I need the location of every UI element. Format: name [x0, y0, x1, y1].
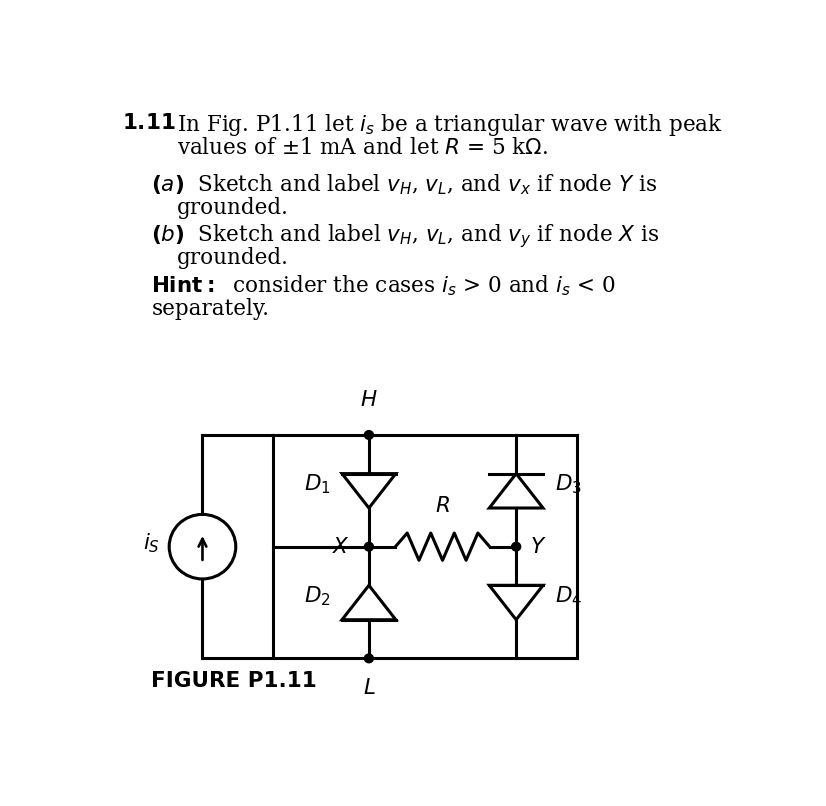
Text: $L$: $L$ — [363, 677, 375, 699]
Circle shape — [364, 430, 373, 439]
Text: grounded.: grounded. — [177, 197, 289, 219]
Text: values of $\pm$1 mA and let $R$ = 5 k$\Omega$.: values of $\pm$1 mA and let $R$ = 5 k$\O… — [177, 137, 548, 159]
Text: In Fig. P1.11 let $i_s$ be a triangular wave with peak: In Fig. P1.11 let $i_s$ be a triangular … — [177, 112, 723, 139]
Text: $\mathbf{1.11}$: $\mathbf{1.11}$ — [122, 112, 176, 135]
Text: $\mathbf{(\mathit{b})}$  Sketch and label $v_H$, $v_L$, and $v_y$ if node $X$ is: $\mathbf{(\mathit{b})}$ Sketch and label… — [151, 222, 659, 250]
Circle shape — [364, 542, 373, 551]
Text: $X$: $X$ — [332, 536, 349, 558]
Text: $\mathbf{Hint:}$  consider the cases $i_s$ > 0 and $i_s$ < 0: $\mathbf{Hint:}$ consider the cases $i_s… — [151, 273, 616, 297]
Text: $Y$: $Y$ — [530, 536, 547, 558]
Circle shape — [511, 542, 520, 551]
Text: $i_S$: $i_S$ — [143, 532, 159, 555]
Text: $H$: $H$ — [360, 389, 377, 411]
Text: $\mathbf{(\mathit{a})}$  Sketch and label $v_H$, $v_L$, and $v_x$ if node $Y$ is: $\mathbf{(\mathit{a})}$ Sketch and label… — [151, 172, 657, 197]
Text: $D_3$: $D_3$ — [554, 473, 582, 496]
Text: FIGURE P1.11: FIGURE P1.11 — [151, 671, 317, 692]
Text: separately.: separately. — [151, 297, 269, 320]
Text: grounded.: grounded. — [177, 247, 289, 269]
Text: $D_1$: $D_1$ — [304, 473, 330, 496]
Circle shape — [364, 654, 373, 663]
Text: $R$: $R$ — [435, 495, 450, 517]
Text: $D_4$: $D_4$ — [554, 584, 582, 608]
Text: $D_2$: $D_2$ — [304, 584, 330, 608]
